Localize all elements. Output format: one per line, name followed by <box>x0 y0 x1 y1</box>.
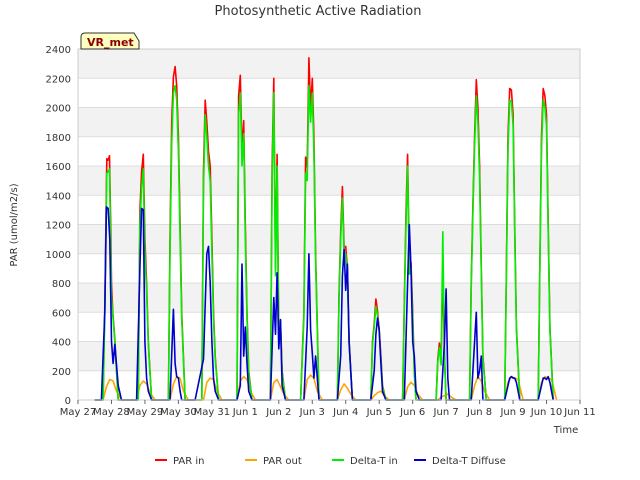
plot-band <box>78 78 580 108</box>
chart-title: Photosynthetic Active Radiation <box>215 4 422 19</box>
y-tick-label: 600 <box>52 308 71 319</box>
x-tick-label: Jun 2 <box>265 407 291 418</box>
plot-band <box>78 107 580 137</box>
plot-band <box>78 253 580 283</box>
y-tick-label: 1600 <box>46 162 71 173</box>
y-tick-label: 200 <box>52 367 71 378</box>
plot-band <box>78 283 580 313</box>
plot-band <box>78 312 580 342</box>
y-tick-label: 2400 <box>46 45 71 56</box>
y-tick-label: 1000 <box>46 250 71 261</box>
legend-label: PAR in <box>173 456 204 467</box>
series-line-delta-t-diffuse <box>94 206 554 401</box>
x-tick-label: Jun 6 <box>399 407 425 418</box>
plot-frame <box>77 48 581 401</box>
x-tick-label: May 29 <box>127 407 164 418</box>
x-tick-label: Jun 9 <box>499 407 525 418</box>
x-axis-label: Time <box>553 425 578 436</box>
plot-band <box>78 136 580 166</box>
x-tick-label: Jun 3 <box>299 407 325 418</box>
y-tick-label: 800 <box>52 279 71 290</box>
site-badge: VR_met <box>80 32 140 50</box>
y-tick-label: 400 <box>52 338 71 349</box>
x-tick-label: Jun 7 <box>433 407 459 418</box>
x-tick-label: Jun 11 <box>563 407 596 418</box>
x-tick-label: May 27 <box>60 407 97 418</box>
plot-band <box>78 166 580 196</box>
x-tick-label: Jun 1 <box>232 407 258 418</box>
y-tick-label: 0 <box>65 396 71 407</box>
x-tick-label: Jun 5 <box>366 407 392 418</box>
legend: PAR in PAR out Delta-T in Delta-T Diffuse <box>155 456 506 467</box>
plot-background <box>78 49 580 400</box>
y-tick-label: 1800 <box>46 133 71 144</box>
x-tick-label: May 31 <box>194 407 231 418</box>
y-axis: 0 200 400 600 800 1000 1200 1400 1600 1800 2000 220… <box>46 45 71 407</box>
plot-band <box>78 341 580 371</box>
y-tick-label: 2200 <box>46 74 71 85</box>
site-badge-label: VR_met <box>87 36 134 49</box>
y-tick-label: 1200 <box>46 221 71 232</box>
legend-label: PAR out <box>263 456 302 467</box>
legend-label: Delta-T in <box>350 456 398 467</box>
plot-band <box>78 49 580 79</box>
plot-band <box>78 224 580 254</box>
plot-band <box>78 370 580 400</box>
x-tick-label: Jun 4 <box>332 407 358 418</box>
plot-band <box>78 195 580 225</box>
x-tick-label: Jun 10 <box>530 407 563 418</box>
y-axis-label: PAR (umol/m2/s) <box>9 183 20 266</box>
x-tick-label: May 30 <box>160 407 197 418</box>
x-tick-label: Jun 8 <box>466 407 492 418</box>
x-tick-label: May 28 <box>93 407 130 418</box>
legend-label: Delta-T Diffuse <box>432 456 506 467</box>
y-tick-label: 2000 <box>46 104 71 115</box>
y-tick-label: 1400 <box>46 191 71 202</box>
